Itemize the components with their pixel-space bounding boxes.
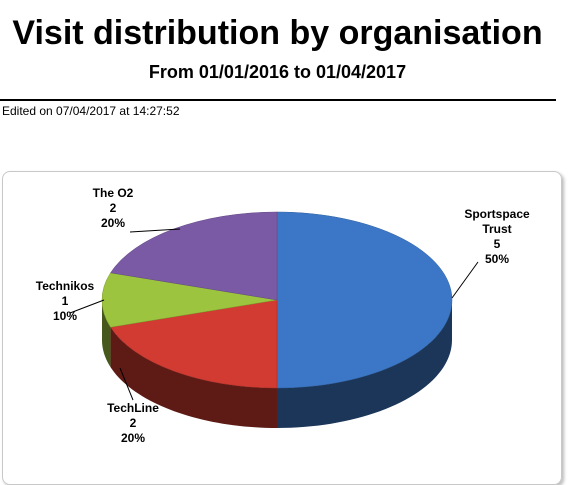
- leader-line: [451, 261, 479, 299]
- leader-line: [69, 299, 105, 314]
- divider: [0, 99, 556, 101]
- slice: [110, 299, 278, 389]
- slice: [110, 211, 278, 301]
- slice-label: The O2 2 20%: [58, 186, 168, 231]
- slice: [276, 211, 453, 389]
- label-share: 20%: [100, 216, 126, 230]
- label-share: 50%: [484, 252, 510, 266]
- slice-side: [277, 300, 452, 428]
- chart-subtitle: From 01/01/2016 to 01/04/2017: [148, 62, 407, 82]
- leader-line: [119, 367, 134, 401]
- label-count: 2: [129, 416, 137, 430]
- chart-title: Visit distribution by organisation: [12, 14, 543, 52]
- label-share: 20%: [120, 431, 146, 445]
- label-count: 1: [61, 294, 69, 308]
- slice-label: Sportspace Trust 5 50%: [442, 207, 552, 267]
- label-name: TechLine: [107, 401, 159, 415]
- label-count: 2: [109, 201, 117, 215]
- slice-side: [102, 300, 111, 368]
- label-name: The O2: [92, 186, 134, 200]
- slice-label: TechLine 2 20%: [78, 401, 188, 446]
- label-name: Sportspace Trust: [464, 207, 530, 236]
- slice-label: Technikos 1 10%: [10, 279, 120, 324]
- slice: [101, 272, 278, 328]
- label-count: 5: [493, 237, 501, 251]
- edited-note: Edited on 07/04/2017 at 14:27:52: [2, 104, 180, 118]
- leader-line: [129, 228, 181, 233]
- label-name: Technikos: [35, 279, 95, 293]
- label-share: 10%: [52, 309, 78, 323]
